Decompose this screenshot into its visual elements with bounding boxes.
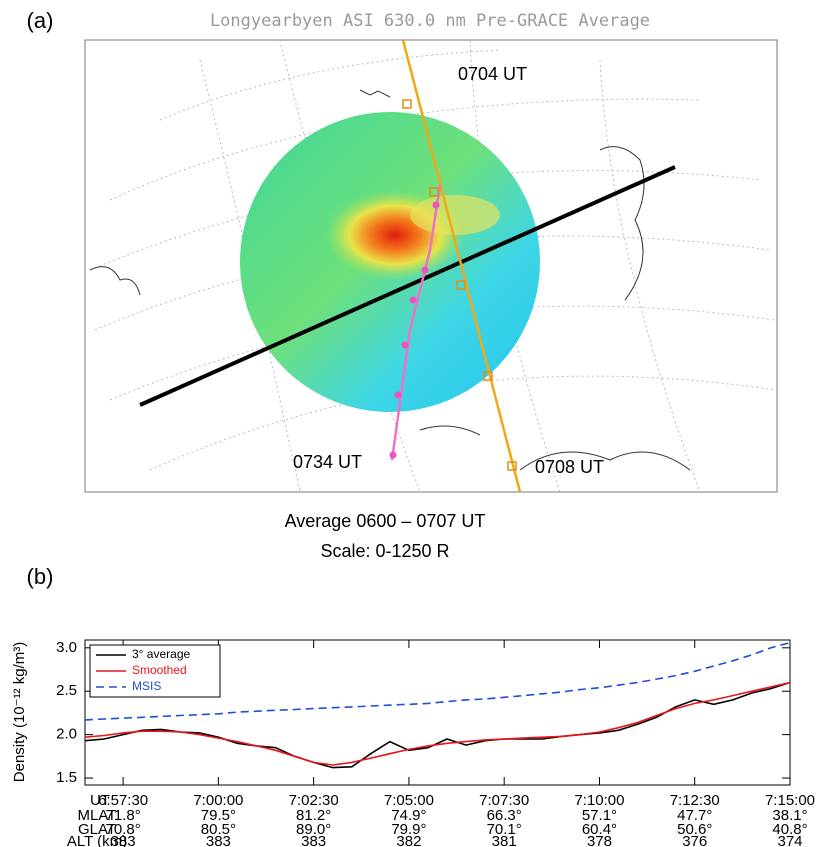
x-row-label: 89.0°	[296, 821, 331, 838]
y-tick-label: 3.0	[56, 639, 77, 656]
map-title: Longyearbyen ASI 630.0 nm Pre-GRACE Aver…	[210, 11, 650, 31]
x-row-label: 378	[587, 833, 612, 847]
x-row-label: 79.5°	[201, 807, 236, 824]
x-row-title: MLAT	[78, 807, 117, 824]
x-row-label: 57.1°	[582, 807, 617, 824]
x-row-label: 376	[682, 833, 707, 847]
legend-label: 3° average	[132, 647, 190, 661]
x-row-title: GLAT	[78, 821, 116, 838]
x-row-label: 383	[301, 833, 326, 847]
x-tick-label: 7:07:30	[479, 792, 529, 809]
x-tick-label: 7:05:00	[384, 792, 434, 809]
track-label: 0734 UT	[293, 452, 362, 472]
x-row-label: 382	[396, 833, 421, 847]
x-row-label: 50.6°	[677, 821, 712, 838]
x-row-label: 383	[111, 833, 136, 847]
map	[89, 40, 776, 492]
y-tick-label: 2.0	[56, 726, 77, 743]
series-line	[84, 641, 791, 721]
x-row-label: 47.7°	[677, 807, 712, 824]
x-row-label: 79.9°	[391, 821, 426, 838]
x-tick-label: 7:12:30	[670, 792, 720, 809]
series-line	[84, 681, 791, 766]
x-row-label: 374	[777, 833, 802, 847]
x-tick-label: 7:10:00	[574, 792, 624, 809]
x-row-label: 70.1°	[487, 821, 522, 838]
x-row-label: 383	[206, 833, 231, 847]
y-tick-label: 2.5	[56, 682, 77, 699]
x-row-label: 40.8°	[772, 821, 807, 838]
x-tick-label: 7:00:00	[193, 792, 243, 809]
plot-frame	[84, 639, 791, 786]
caption: Scale: 0-1250 R	[320, 541, 449, 561]
legend-label: MSIS	[132, 679, 161, 693]
x-tick-label: 7:02:30	[289, 792, 339, 809]
x-row-label: 74.9°	[391, 807, 426, 824]
x-row-label: 381	[492, 833, 517, 847]
x-row-label: 81.2°	[296, 807, 331, 824]
x-row-label: 80.5°	[201, 821, 236, 838]
y-axis-title: Density (10⁻¹² kg/m³)	[11, 642, 28, 782]
x-row-label: 38.1°	[772, 807, 807, 824]
track-label: 0708 UT	[535, 457, 604, 477]
x-row-label: 60.4°	[582, 821, 617, 838]
panel-label: (a)	[27, 8, 54, 33]
x-axis-title: UT	[90, 792, 110, 809]
x-row-label: 66.3°	[487, 807, 522, 824]
y-tick-label: 1.5	[56, 769, 77, 786]
x-row-label: 70.8°	[106, 821, 141, 838]
panel-label: (b)	[27, 564, 54, 589]
x-row-label: 71.8°	[106, 807, 141, 824]
caption: Average 0600 – 0707 UT	[285, 511, 486, 531]
x-tick-label: 6:57:30	[98, 792, 148, 809]
legend-label: Smoothed	[132, 663, 187, 677]
x-row-title: ALT (km)	[67, 833, 127, 847]
series-line	[84, 681, 791, 769]
x-tick-label: 7:15:00	[765, 792, 815, 809]
track-label: 0704 UT	[458, 64, 527, 84]
